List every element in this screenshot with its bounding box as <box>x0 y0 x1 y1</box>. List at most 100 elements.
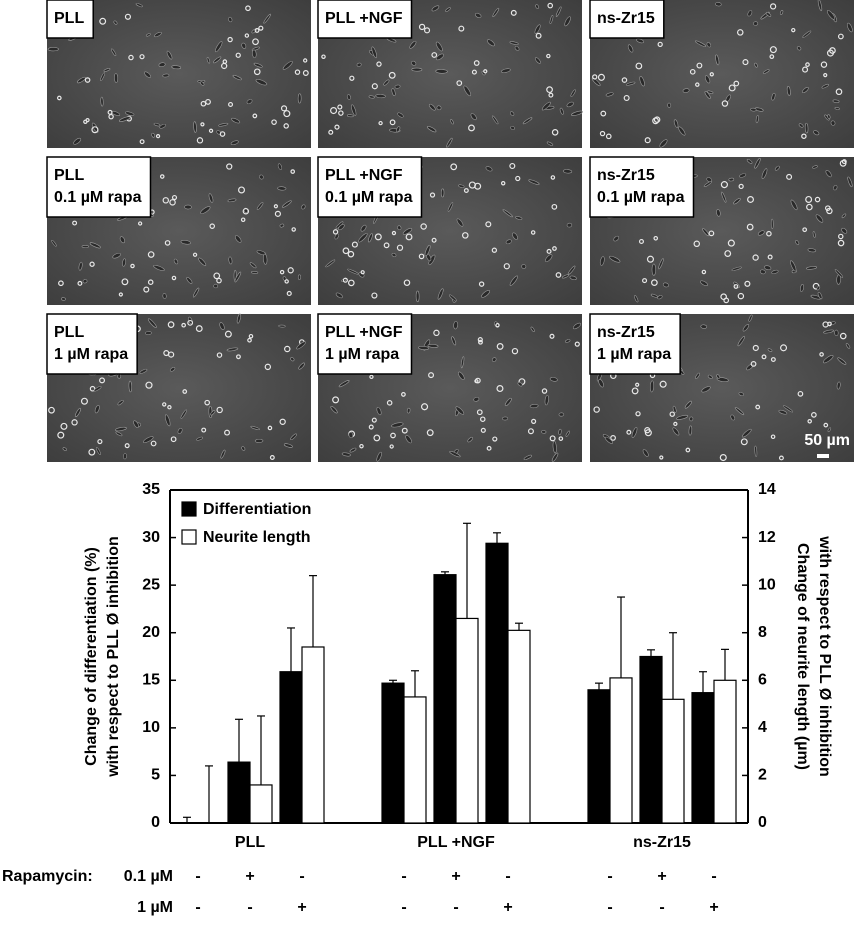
cell <box>368 233 373 243</box>
cell <box>592 74 598 80</box>
cell <box>827 427 832 433</box>
cell <box>738 183 744 190</box>
cell <box>774 165 780 171</box>
panel-label: PLL <box>54 167 84 184</box>
cell <box>765 12 772 17</box>
cell <box>240 217 246 223</box>
x-tick-label: ns-Zr15 <box>633 834 691 851</box>
cell <box>770 434 776 440</box>
cell <box>841 159 847 165</box>
cell <box>169 199 176 206</box>
cell <box>642 278 648 284</box>
cell <box>678 126 686 136</box>
cell <box>747 10 753 17</box>
panel-label-box <box>46 313 138 375</box>
cell <box>839 159 847 167</box>
cell <box>778 409 788 415</box>
cell <box>597 73 605 81</box>
treatment-mark: + <box>297 899 306 916</box>
cell <box>135 3 143 8</box>
cell <box>158 62 166 68</box>
cell <box>389 119 396 126</box>
cell <box>253 62 263 68</box>
cell <box>424 244 431 257</box>
cell <box>807 419 812 424</box>
cell <box>478 339 483 345</box>
cell <box>823 73 828 78</box>
cell <box>204 399 211 406</box>
cell <box>811 412 817 418</box>
cell <box>517 381 523 387</box>
cell <box>521 264 527 269</box>
cell <box>122 258 127 267</box>
cell <box>733 198 741 205</box>
bar <box>433 574 457 824</box>
cell <box>535 4 539 9</box>
cell <box>546 248 552 254</box>
cell <box>715 54 720 66</box>
cell <box>707 374 713 379</box>
cell <box>297 93 302 104</box>
cell <box>541 101 551 111</box>
cell <box>746 158 753 164</box>
cell <box>817 291 823 300</box>
cell <box>232 75 242 81</box>
cell <box>447 202 454 212</box>
cell <box>282 200 292 208</box>
cell <box>284 279 289 284</box>
cell <box>822 321 829 328</box>
cell <box>739 173 747 178</box>
cell <box>279 223 285 228</box>
cell <box>721 100 729 107</box>
cell <box>360 270 365 275</box>
error-bar <box>235 718 243 763</box>
cell <box>287 267 294 274</box>
cell <box>348 432 354 439</box>
treatment-mark: + <box>657 868 666 885</box>
cell <box>487 39 495 47</box>
treatment-mark: - <box>401 868 406 885</box>
cell <box>750 107 757 112</box>
cell <box>565 430 570 437</box>
cell <box>495 323 500 328</box>
treatment-mark: - <box>195 868 200 885</box>
cell <box>330 406 338 414</box>
cell <box>558 428 562 436</box>
cell <box>721 191 727 203</box>
treatment-mark: - <box>711 868 716 885</box>
panel-label: PLL +NGF <box>325 167 403 184</box>
cell <box>196 436 204 441</box>
cell <box>186 277 193 284</box>
error-bar <box>287 627 295 672</box>
cell <box>290 357 295 362</box>
panel-label-box <box>317 0 413 39</box>
cell <box>551 129 559 136</box>
cell <box>510 9 517 16</box>
cell <box>200 206 211 214</box>
cell <box>779 10 784 15</box>
cell <box>653 116 661 123</box>
treatment-mark: + <box>451 868 460 885</box>
cell <box>504 397 512 407</box>
cell <box>200 81 205 86</box>
cell <box>801 133 807 139</box>
cell <box>455 406 465 415</box>
cell <box>180 240 191 245</box>
cell <box>347 250 355 258</box>
cell <box>806 266 818 270</box>
cell <box>551 203 558 210</box>
cell <box>171 65 182 70</box>
cell <box>845 343 851 349</box>
cell <box>391 230 397 236</box>
treatment-mark: + <box>709 899 718 916</box>
cell <box>639 76 645 87</box>
panel-label: PLL <box>54 324 84 341</box>
cell <box>321 54 326 60</box>
cell <box>719 453 727 462</box>
cell <box>283 443 293 448</box>
cell <box>402 228 413 235</box>
cell <box>167 321 175 328</box>
bar <box>507 629 531 824</box>
y2-tick-label: 6 <box>758 672 767 689</box>
cell <box>368 424 374 430</box>
